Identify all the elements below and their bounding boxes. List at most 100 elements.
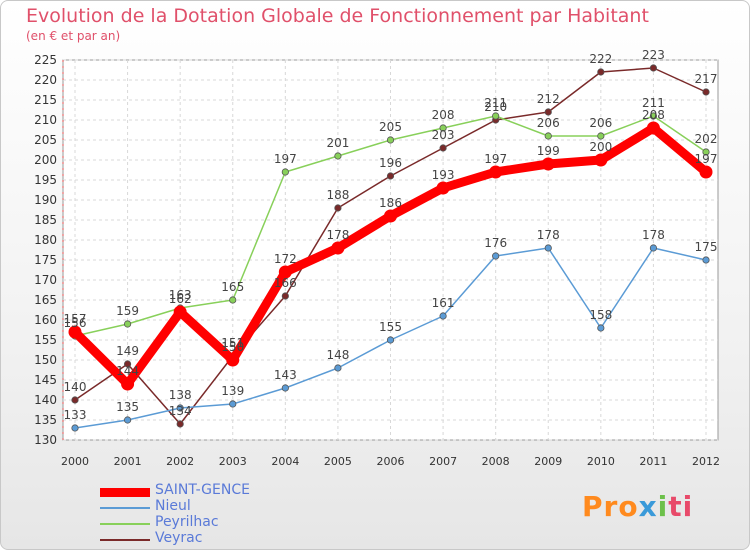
data-point-saint-gence (436, 181, 450, 195)
data-label-saint-gence: 186 (379, 196, 402, 210)
data-point-saint-gence (68, 325, 82, 339)
data-point-nieul (281, 384, 289, 392)
data-label-saint-gence: 200 (589, 140, 612, 154)
data-label-peyrilhac: 201 (326, 136, 349, 150)
data-label-peyrilhac: 159 (116, 304, 139, 318)
data-label-veyrac: 134 (169, 404, 192, 418)
x-tick-label: 2004 (271, 455, 299, 468)
data-label-nieul: 158 (589, 308, 612, 322)
data-label-saint-gence: 172 (274, 252, 297, 266)
y-tick-label: 220 (34, 73, 57, 87)
data-point-saint-gence (541, 157, 555, 171)
data-label-veyrac: 188 (326, 188, 349, 202)
data-label-nieul: 143 (274, 368, 297, 382)
data-point-nieul (176, 404, 184, 412)
data-point-peyrilhac (544, 132, 552, 140)
legend-label-peyrilhac: Peyrilhac (155, 514, 219, 530)
y-tick-label: 215 (34, 93, 57, 107)
data-point-saint-gence (594, 153, 608, 167)
data-point-nieul (702, 256, 710, 264)
legend-swatch-saint-gence (100, 488, 150, 497)
data-label-nieul: 133 (64, 408, 87, 422)
data-point-saint-gence (278, 265, 292, 279)
chart-subtitle: (en € et par an) (26, 29, 121, 43)
y-tick-label: 140 (34, 393, 57, 407)
data-label-veyrac: 140 (64, 380, 87, 394)
data-label-saint-gence: 208 (642, 108, 665, 122)
data-label-saint-gence: 197 (484, 152, 507, 166)
x-tick-label: 2009 (534, 455, 562, 468)
data-point-nieul (492, 252, 500, 260)
data-label-saint-gence: 157 (64, 312, 87, 326)
data-label-peyrilhac: 163 (169, 288, 192, 302)
x-tick-label: 2008 (482, 455, 510, 468)
data-point-nieul (334, 364, 342, 372)
x-tick-label: 2007 (429, 455, 457, 468)
y-tick-label: 185 (34, 213, 57, 227)
data-point-nieul (597, 324, 605, 332)
data-label-peyrilhac: 205 (379, 120, 402, 134)
data-point-saint-gence (699, 165, 713, 179)
data-point-nieul (123, 416, 132, 424)
data-label-nieul: 148 (326, 348, 349, 362)
data-label-peyrilhac: 206 (537, 116, 560, 130)
data-point-veyrac (334, 204, 342, 212)
data-point-veyrac (702, 88, 710, 96)
data-point-peyrilhac (597, 132, 605, 140)
y-tick-label: 180 (34, 233, 57, 247)
data-point-nieul (229, 400, 237, 408)
data-point-veyrac (281, 292, 289, 300)
data-point-peyrilhac (439, 124, 447, 132)
data-label-veyrac: 223 (642, 48, 665, 62)
data-label-nieul: 138 (169, 388, 192, 402)
data-label-peyrilhac: 165 (221, 280, 244, 294)
y-tick-label: 160 (34, 313, 57, 327)
data-point-peyrilhac (334, 152, 342, 160)
y-tick-label: 165 (34, 293, 57, 307)
data-point-nieul (544, 244, 552, 252)
data-point-peyrilhac (649, 112, 658, 120)
x-tick-label: 2001 (114, 455, 142, 468)
data-label-peyrilhac: 202 (695, 132, 718, 146)
data-point-saint-gence (489, 165, 503, 179)
data-point-nieul (439, 312, 447, 320)
data-label-peyrilhac: 211 (484, 96, 507, 110)
legend-swatch-nieul (100, 507, 150, 509)
x-tick-label: 2010 (587, 455, 615, 468)
y-tick-label: 205 (34, 133, 57, 147)
x-tick-label: 2000 (61, 455, 89, 468)
data-point-peyrilhac (281, 168, 289, 176)
data-label-saint-gence: 193 (432, 168, 455, 182)
proxiti-logo: Proxiti (582, 490, 694, 523)
data-label-nieul: 135 (116, 400, 139, 414)
data-point-saint-gence (226, 353, 240, 367)
data-point-veyrac (176, 420, 184, 428)
data-label-peyrilhac: 156 (64, 316, 87, 330)
data-point-veyrac (386, 172, 395, 180)
data-point-nieul (71, 424, 79, 432)
data-label-nieul: 178 (642, 228, 665, 242)
legend-label-saint-gence: SAINT-GENCE (155, 482, 250, 498)
data-label-veyrac: 212 (537, 92, 560, 106)
data-point-veyrac (71, 396, 79, 404)
data-label-saint-gence: 162 (169, 292, 192, 306)
x-tick-label: 2003 (219, 455, 247, 468)
data-label-nieul: 175 (695, 240, 718, 254)
data-label-nieul: 178 (537, 228, 560, 242)
data-point-peyrilhac (492, 112, 500, 120)
data-label-nieul: 155 (379, 320, 402, 334)
data-point-nieul (386, 336, 395, 344)
data-point-saint-gence (121, 377, 135, 391)
y-tick-label: 175 (34, 253, 57, 267)
data-label-saint-gence: 178 (326, 228, 349, 242)
data-point-saint-gence (384, 209, 397, 223)
legend-label-veyrac: Veyrac (155, 530, 203, 546)
data-label-nieul: 161 (432, 296, 455, 310)
data-point-veyrac (123, 360, 132, 368)
y-tick-label: 130 (34, 433, 57, 447)
data-label-saint-gence: 197 (695, 152, 718, 166)
data-label-veyrac: 149 (116, 344, 139, 358)
data-point-saint-gence (173, 305, 187, 319)
y-tick-label: 155 (34, 333, 57, 347)
data-label-saint-gence: 144 (116, 364, 139, 378)
